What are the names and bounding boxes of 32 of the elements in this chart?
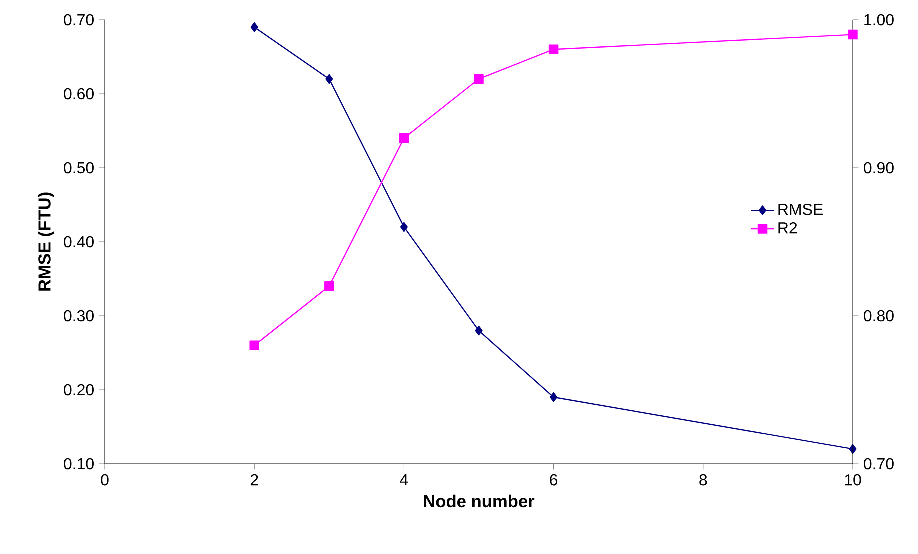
y-tick-label: 0.70 [64, 14, 94, 26]
point [848, 30, 858, 40]
y-tick-label: 0.40 [64, 236, 94, 248]
y-tick-label: 0.50 [64, 162, 94, 174]
x-tick-label: 2 [250, 474, 258, 486]
point [326, 74, 334, 84]
x-axis-title: Node number [424, 494, 535, 508]
y-tick-label: 0.20 [64, 384, 94, 396]
point [550, 392, 558, 402]
y2-tick-label: 1.00 [864, 14, 894, 26]
legend-label: R2 [778, 222, 798, 234]
x-tick-label: 0 [101, 474, 109, 486]
point [399, 134, 410, 144]
point [400, 222, 408, 232]
y2-tick-label: 0.80 [864, 310, 894, 322]
point [475, 326, 483, 336]
point [250, 22, 258, 32]
point [548, 44, 559, 54]
x-tick-label: 10 [845, 474, 862, 486]
legend-label: RMSE [778, 204, 823, 216]
point [324, 282, 334, 292]
x-tick-label: 6 [550, 474, 558, 486]
y-tick-label: 0.10 [64, 458, 94, 470]
x-tick-label: 8 [700, 474, 708, 486]
y2-tick-label: 0.70 [864, 458, 894, 470]
x-tick-label: 4 [400, 474, 408, 486]
y-tick-label: 0.30 [64, 310, 94, 322]
y2-tick-label: 0.90 [864, 162, 894, 174]
y-axis-title: RMSE (FTU) [38, 192, 54, 291]
y-tick-label: 0.60 [64, 88, 94, 100]
point [250, 340, 260, 350]
point [474, 74, 484, 84]
